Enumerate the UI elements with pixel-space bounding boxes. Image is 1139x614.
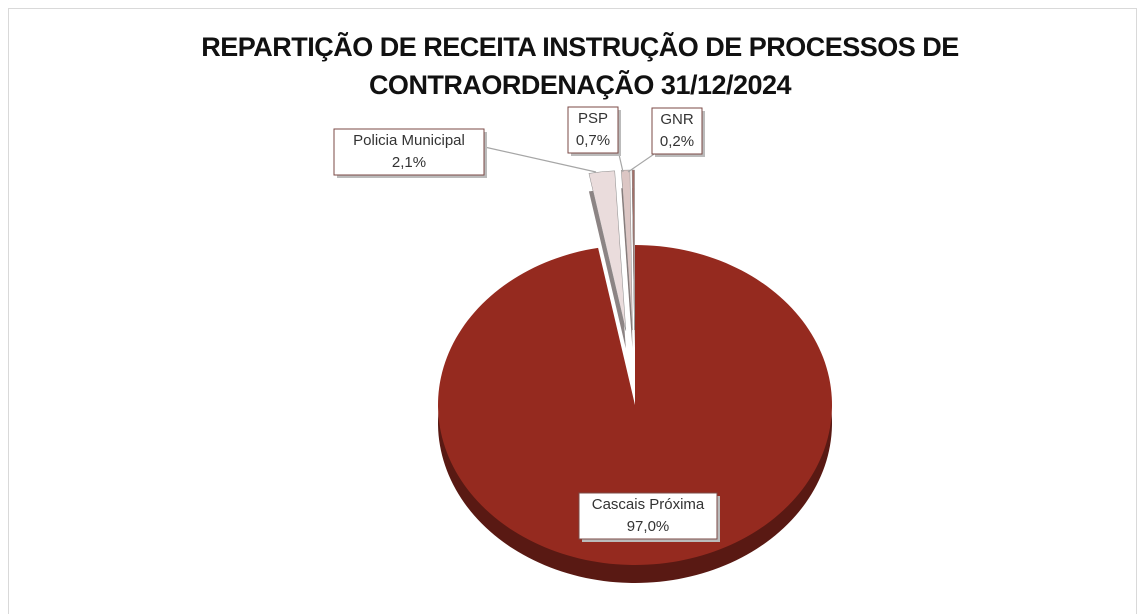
chart-title: REPARTIÇÃO DE RECEITA INSTRUÇÃO DE PROCE…	[201, 32, 959, 100]
pie-slice	[438, 245, 833, 565]
data-label-value: 0,7%	[576, 132, 610, 149]
data-label-name: PSP	[578, 110, 608, 127]
data-label-value: 2,1%	[392, 154, 426, 171]
data-label-name: Policia Municipal	[353, 132, 465, 149]
data-label-value: 0,2%	[660, 133, 694, 150]
pie-slice	[631, 169, 635, 331]
data-label-name: Cascais Próxima	[592, 496, 705, 513]
data-label-box	[651, 107, 703, 155]
pie-slice	[588, 170, 627, 331]
data-label-name: GNR	[660, 111, 694, 128]
data-label-box	[578, 492, 718, 540]
data-label-box	[333, 128, 485, 176]
data-label-box	[567, 106, 619, 154]
chart-border	[8, 8, 1137, 614]
leader-line	[479, 145, 597, 173]
data-label-value: 97,0%	[627, 518, 670, 535]
